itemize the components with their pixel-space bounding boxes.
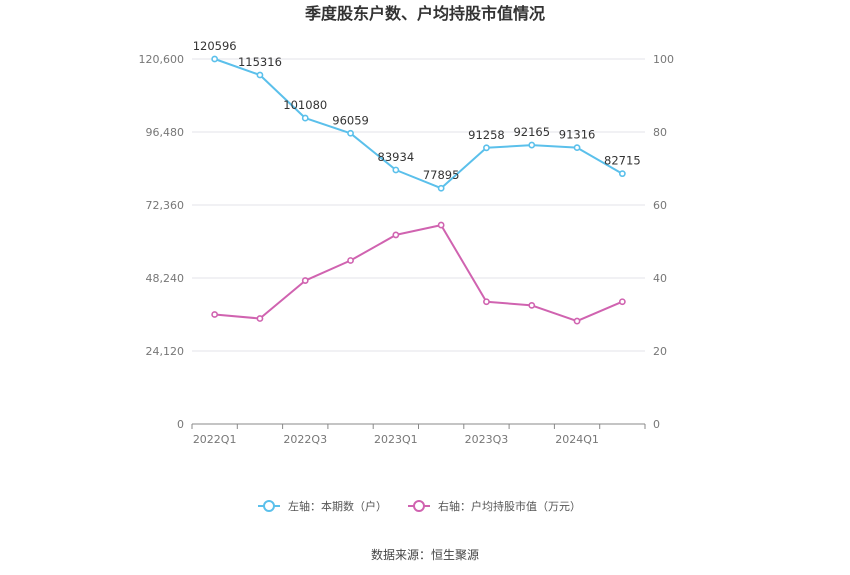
data-label: 91258 — [468, 128, 505, 142]
data-point-right — [211, 311, 219, 318]
data-point-left — [528, 141, 536, 149]
x-axis: 2022Q1 2022Q3 2023Q1 2023Q3 2024Q1 — [191, 423, 646, 446]
legend-item-right[interactable]: 右轴：户均持股市值（万元） — [408, 499, 581, 513]
legend-label: 右轴：户均持股市值（万元） — [438, 499, 581, 513]
data-label: 115316 — [238, 55, 282, 69]
chart-title: 季度股东户数、户均持股市值情况 — [304, 4, 545, 23]
data-point-left — [301, 114, 309, 122]
data-label: 91316 — [559, 128, 596, 142]
data-point-right — [573, 317, 581, 325]
data-point-left — [392, 166, 400, 174]
y-right-tick-label: 60 — [653, 199, 667, 212]
legend-marker-swatch — [413, 500, 425, 512]
data-point-left — [256, 71, 264, 79]
data-point-right — [618, 298, 626, 306]
series-line-right — [214, 224, 623, 323]
data-point-right — [528, 301, 536, 309]
y-left-tick-label: 120,600 — [139, 53, 185, 66]
data-point-left — [573, 144, 581, 152]
x-tick-label: 2022Q3 — [283, 433, 327, 446]
y-right-tick-label: 20 — [653, 345, 667, 358]
data-point-left — [483, 144, 490, 152]
source-note: 数据来源：恒生聚源 — [371, 547, 479, 562]
grid — [192, 58, 645, 352]
series-line-left — [214, 58, 623, 190]
data-point-left — [437, 184, 445, 192]
data-point-left — [347, 129, 354, 137]
data-label: 82715 — [604, 154, 641, 168]
data-label: 120596 — [193, 39, 237, 53]
legend-item-left[interactable]: 左轴：本期数（户） — [258, 499, 387, 513]
data-point-left — [211, 55, 219, 63]
y-axis-left: 0 24,120 48,240 72,360 96,480 120,600 — [139, 53, 185, 431]
data-point-right — [256, 315, 264, 322]
data-point-right — [301, 277, 309, 284]
y-right-tick-label: 0 — [653, 418, 660, 431]
x-tick-label: 2024Q1 — [555, 433, 599, 446]
y-right-tick-label: 40 — [653, 272, 667, 285]
y-left-tick-label: 0 — [177, 418, 184, 431]
x-tick-label: 2022Q1 — [193, 433, 237, 446]
data-label: 77895 — [423, 168, 460, 182]
data-point-right — [392, 231, 400, 239]
legend[interactable]: 左轴：本期数（户） 右轴：户均持股市值（万元） — [258, 499, 581, 513]
legend-label: 左轴：本期数（户） — [288, 499, 387, 513]
data-label: 83934 — [378, 150, 415, 164]
data-point-left — [618, 170, 626, 178]
y-left-tick-label: 48,240 — [146, 272, 185, 285]
data-label: 96059 — [332, 113, 369, 127]
legend-marker-swatch — [263, 500, 275, 512]
y-left-tick-label: 72,360 — [146, 199, 185, 212]
y-left-tick-label: 24,120 — [146, 345, 185, 358]
data-point-right — [437, 221, 445, 229]
data-point-right — [347, 257, 354, 264]
y-left-tick-label: 96,480 — [146, 126, 185, 139]
x-tick-label: 2023Q3 — [465, 433, 509, 446]
x-tick-label: 2023Q1 — [374, 433, 418, 446]
y-right-tick-label: 80 — [653, 126, 667, 139]
data-label: 101080 — [283, 98, 327, 112]
y-axis-right: 0 20 40 60 80 100 — [653, 53, 674, 431]
data-label: 92165 — [513, 125, 550, 139]
y-right-tick-label: 100 — [653, 53, 674, 66]
data-point-right — [483, 298, 490, 306]
